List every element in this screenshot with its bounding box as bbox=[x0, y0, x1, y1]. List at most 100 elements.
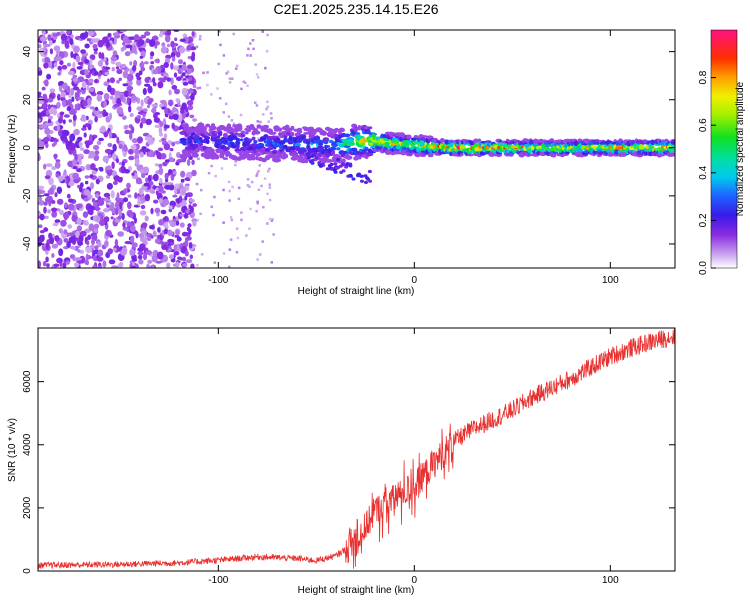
spectrogram-cell bbox=[139, 62, 145, 68]
spectrogram-cell bbox=[184, 195, 188, 201]
spectrogram-cell bbox=[158, 197, 163, 204]
spectrogram-cell bbox=[48, 187, 55, 195]
spectrogram-cell bbox=[239, 113, 243, 117]
bottom-x-tick-label: 0 bbox=[412, 575, 418, 586]
spectrogram-cell bbox=[117, 215, 122, 220]
spectrogram-cell bbox=[251, 39, 255, 42]
spectrogram-cell bbox=[153, 199, 159, 204]
spectrogram-cell bbox=[103, 208, 108, 213]
spectrogram-cell bbox=[138, 187, 144, 196]
spectrogram-cell bbox=[157, 81, 164, 89]
spectrogram-cell bbox=[167, 108, 171, 114]
spectrogram-cell bbox=[210, 205, 213, 209]
spectrogram-cell bbox=[82, 211, 89, 219]
spectrogram-cell bbox=[141, 146, 147, 150]
spectrogram-cell bbox=[96, 94, 103, 102]
spectrogram-cell bbox=[106, 182, 113, 190]
spectrogram-cell bbox=[149, 56, 153, 60]
spectrogram-cell bbox=[228, 265, 231, 268]
spectrogram-cell bbox=[309, 148, 314, 152]
spectrogram-cell bbox=[126, 182, 131, 189]
spectrogram-cell bbox=[112, 50, 118, 56]
spectrogram-cell bbox=[181, 64, 187, 71]
spectrogram-cell bbox=[266, 222, 269, 225]
spectrogram-cell bbox=[110, 190, 115, 199]
spectrogram-cell bbox=[113, 104, 120, 108]
spectrogram-cell bbox=[234, 160, 238, 163]
spectrogram-cell bbox=[160, 30, 164, 35]
spectrogram-cell bbox=[77, 184, 81, 189]
spectrogram-cell bbox=[47, 115, 53, 120]
spectrogram-cell bbox=[230, 218, 234, 222]
spectrogram-cell bbox=[85, 141, 90, 149]
spectrogram-cell bbox=[246, 54, 249, 57]
spectrogram-cell bbox=[199, 35, 202, 38]
spectrogram-cell bbox=[68, 198, 74, 203]
spectrogram-cell bbox=[147, 174, 152, 183]
spectrogram-cell bbox=[134, 158, 140, 165]
colorbar-tick-label: 0.0 bbox=[698, 261, 709, 275]
spectrogram-cell bbox=[266, 170, 270, 173]
spectrogram-cell bbox=[116, 80, 120, 84]
spectrogram-cell bbox=[158, 219, 165, 226]
spectrogram-cell bbox=[129, 248, 136, 257]
spectrogram-cell bbox=[182, 205, 188, 211]
spectrogram-cell bbox=[159, 121, 164, 128]
spectrogram-cell bbox=[95, 178, 100, 185]
spectrogram-cell bbox=[168, 254, 175, 260]
spectrogram-cell bbox=[112, 143, 117, 152]
spectrogram-cell bbox=[460, 153, 464, 157]
spectrogram-cell bbox=[256, 124, 262, 129]
spectrogram-cell bbox=[47, 34, 52, 41]
spectrogram-cell bbox=[39, 230, 45, 234]
spectrogram-cell bbox=[367, 169, 372, 174]
spectrogram-cell bbox=[49, 48, 54, 55]
spectrogram-cell bbox=[120, 47, 125, 52]
spectrogram-cell bbox=[262, 205, 265, 209]
spectrogram-cell bbox=[306, 152, 311, 156]
spectrogram-cell bbox=[576, 148, 584, 154]
spectrogram-cell bbox=[133, 60, 138, 67]
spectrogram-cell bbox=[185, 152, 191, 157]
spectrogram-cell bbox=[325, 145, 331, 148]
spectrogram-cell bbox=[268, 186, 272, 189]
spectrogram-cell bbox=[278, 127, 283, 132]
spectrogram-cell bbox=[226, 70, 230, 73]
spectrogram-cell bbox=[219, 43, 222, 47]
spectrogram-cell bbox=[91, 38, 98, 43]
spectrogram-cell bbox=[152, 173, 159, 182]
spectrogram-cell bbox=[144, 31, 151, 36]
spectrogram-cell bbox=[252, 47, 255, 51]
spectrogram-cell bbox=[124, 129, 131, 135]
spectrogram-cell bbox=[98, 137, 104, 142]
spectrogram-cell bbox=[158, 167, 164, 176]
spectrogram-cell bbox=[81, 56, 85, 64]
spectrogram-cell bbox=[47, 97, 54, 103]
spectrogram-cell bbox=[212, 141, 215, 144]
spectrogram-cell bbox=[48, 94, 54, 99]
spectrogram-cell bbox=[109, 77, 115, 84]
spectrogram-cell bbox=[246, 184, 250, 187]
spectrogram-cell bbox=[238, 138, 244, 142]
spectrogram-cell bbox=[58, 248, 64, 257]
spectrogram-cell bbox=[102, 65, 106, 74]
spectrogram-cell bbox=[211, 123, 215, 127]
bottom-y-tick-label: 0 bbox=[22, 568, 33, 574]
spectrogram-cell bbox=[272, 149, 278, 155]
spectrogram-cell bbox=[82, 220, 86, 225]
spectrogram-cell bbox=[156, 151, 162, 160]
spectrogram-cell bbox=[123, 188, 128, 194]
spectrogram-cell bbox=[168, 205, 173, 210]
spectrogram-cell bbox=[270, 219, 274, 222]
spectrogram-cell bbox=[261, 240, 264, 243]
spectrogram-cell bbox=[167, 230, 174, 236]
spectrogram-cell bbox=[218, 30, 221, 33]
spectrogram-cell bbox=[128, 105, 132, 113]
spectrogram-cell bbox=[92, 265, 97, 268]
spectrogram-cell bbox=[489, 153, 495, 157]
spectrogram-cell bbox=[38, 260, 42, 268]
spectrogram-cell bbox=[47, 104, 51, 110]
spectrogram-cell bbox=[171, 141, 176, 147]
top-y-tick-label: 0 bbox=[22, 145, 33, 151]
spectrogram-cell bbox=[54, 192, 58, 198]
